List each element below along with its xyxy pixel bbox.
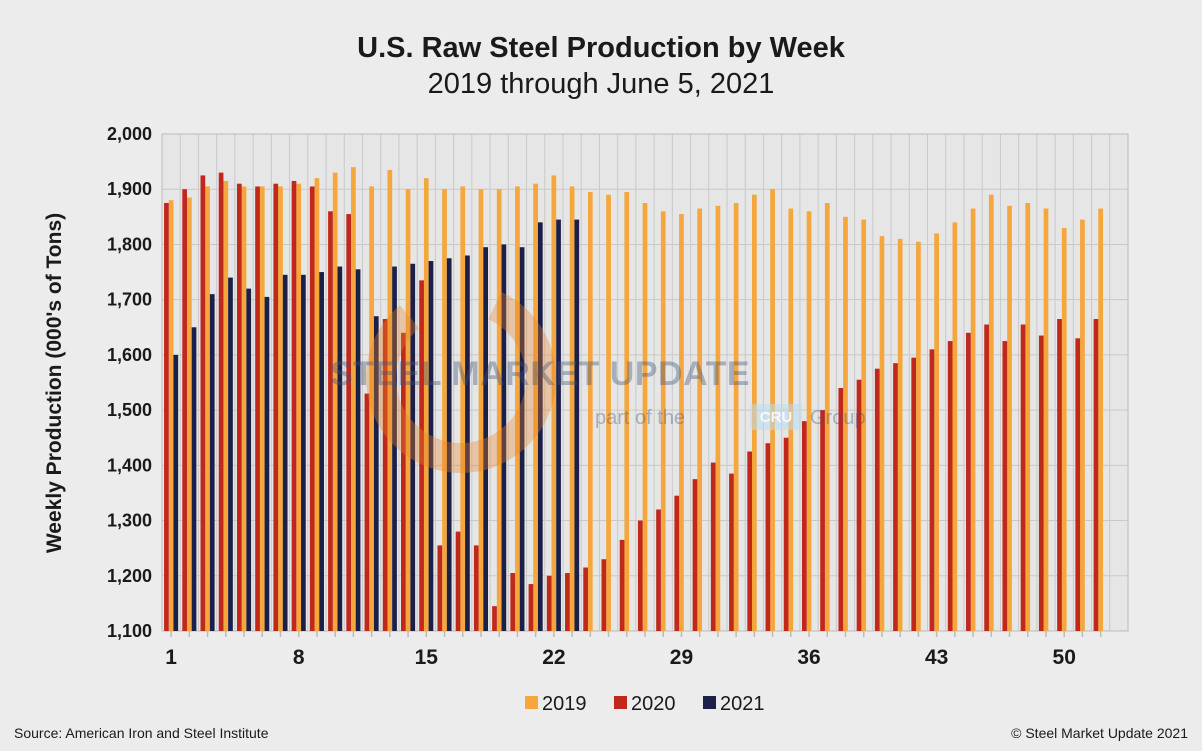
svg-text:1,100: 1,100 — [107, 621, 152, 641]
svg-text:1,500: 1,500 — [107, 400, 152, 420]
svg-text:43: 43 — [925, 646, 948, 669]
svg-text:part of the: part of the — [595, 407, 685, 429]
svg-text:1,200: 1,200 — [107, 566, 152, 586]
svg-text:2,000: 2,000 — [107, 124, 152, 144]
svg-text:50: 50 — [1053, 646, 1076, 669]
svg-text:1,400: 1,400 — [107, 455, 152, 475]
svg-text:STEEL MARKET UPDATE: STEEL MARKET UPDATE — [330, 355, 750, 393]
svg-text:1,800: 1,800 — [107, 234, 152, 254]
svg-text:15: 15 — [415, 646, 439, 669]
svg-text:1: 1 — [165, 646, 177, 669]
svg-text:29: 29 — [670, 646, 693, 669]
svg-text:Group: Group — [810, 407, 866, 429]
svg-text:1,900: 1,900 — [107, 179, 152, 199]
svg-text:1,600: 1,600 — [107, 345, 152, 365]
svg-text:1,700: 1,700 — [107, 290, 152, 310]
svg-text:8: 8 — [293, 646, 305, 669]
svg-text:22: 22 — [542, 646, 565, 669]
svg-text:36: 36 — [797, 646, 820, 669]
svg-text:CRU: CRU — [760, 409, 793, 426]
svg-text:1,300: 1,300 — [107, 511, 152, 531]
